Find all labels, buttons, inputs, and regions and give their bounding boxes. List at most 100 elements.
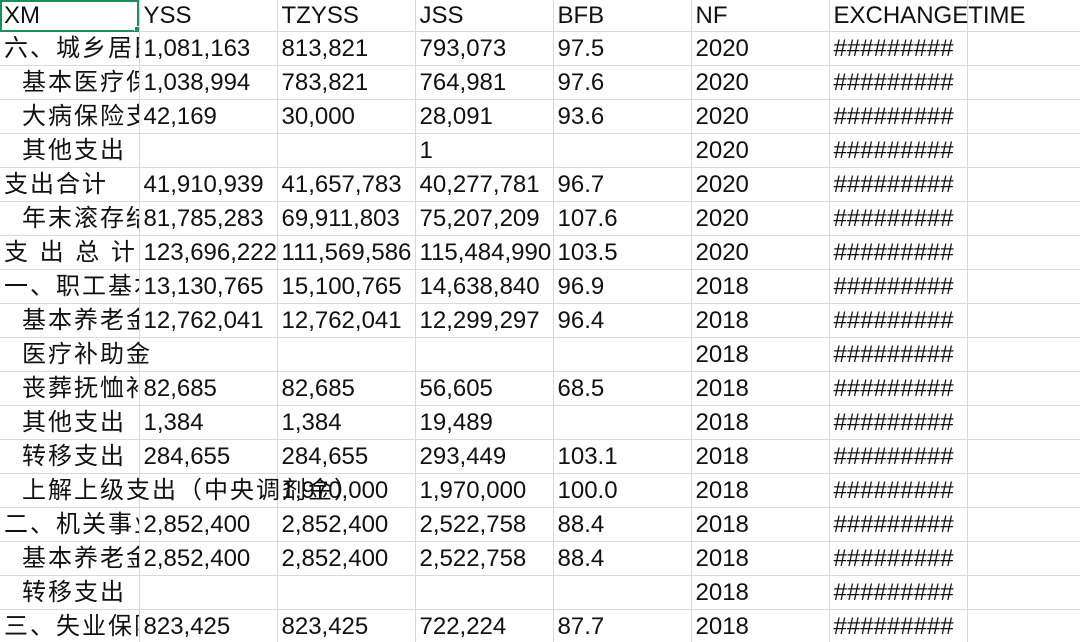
cell-bfb[interactable]: 88.4 (553, 541, 692, 576)
cell-bfb[interactable]: 88.4 (553, 507, 692, 542)
cell-tzyss[interactable]: 2,852,400 (277, 541, 416, 576)
cell-nf[interactable]: 2020 (691, 235, 830, 270)
cell-tzyss[interactable]: 1,384 (277, 405, 416, 440)
cell-xm[interactable]: 支出合计 (0, 167, 140, 202)
empty-cell[interactable] (967, 167, 1080, 202)
cell-xm[interactable]: 转移支出 (0, 575, 140, 610)
empty-cell[interactable] (967, 439, 1080, 474)
cell-bfb[interactable]: 97.5 (553, 31, 692, 66)
cell-tzyss[interactable] (277, 337, 416, 372)
empty-cell[interactable] (967, 201, 1080, 236)
cell-bfb[interactable] (553, 405, 692, 440)
column-header-xm[interactable]: XM (0, 0, 140, 32)
cell-nf[interactable]: 2018 (691, 473, 830, 508)
cell-nf[interactable]: 2018 (691, 405, 830, 440)
cell-jss[interactable]: 75,207,209 (415, 201, 554, 236)
cell-jss[interactable]: 722,224 (415, 609, 554, 642)
cell-exchangetime[interactable]: ######### (829, 269, 968, 304)
fill-handle[interactable] (133, 26, 138, 31)
cell-yss[interactable] (139, 133, 278, 168)
empty-cell[interactable] (967, 337, 1080, 372)
cell-yss[interactable]: 42,169 (139, 99, 278, 134)
column-header-bfb[interactable]: BFB (553, 0, 692, 32)
cell-jss[interactable]: 2,522,758 (415, 507, 554, 542)
cell-exchangetime[interactable]: ######### (829, 473, 968, 508)
cell-nf[interactable]: 2018 (691, 303, 830, 338)
cell-tzyss[interactable]: 30,000 (277, 99, 416, 134)
cell-exchangetime[interactable]: ######### (829, 609, 968, 642)
column-header-jss[interactable]: JSS (415, 0, 554, 32)
cell-xm[interactable]: 年末滚存结余 (0, 201, 140, 236)
cell-nf[interactable]: 2020 (691, 201, 830, 236)
cell-tzyss[interactable]: 69,911,803 (277, 201, 416, 236)
cell-tzyss[interactable] (277, 575, 416, 610)
cell-yss[interactable]: 1,038,994 (139, 65, 278, 100)
cell-bfb[interactable] (553, 337, 692, 372)
cell-exchangetime[interactable]: ######### (829, 235, 968, 270)
empty-cell[interactable] (967, 609, 1080, 642)
cell-tzyss[interactable]: 813,821 (277, 31, 416, 66)
cell-nf[interactable]: 2018 (691, 269, 830, 304)
cell-nf[interactable]: 2018 (691, 575, 830, 610)
cell-yss[interactable]: 81,785,283 (139, 201, 278, 236)
cell-xm[interactable]: 其他支出 (0, 405, 140, 440)
cell-nf[interactable]: 2018 (691, 337, 830, 372)
cell-jss[interactable]: 19,489 (415, 405, 554, 440)
cell-jss[interactable]: 1,970,000 (415, 473, 554, 508)
cell-nf[interactable]: 2018 (691, 541, 830, 576)
column-header-tzyss[interactable]: TZYSS (277, 0, 416, 32)
cell-xm[interactable]: 支 出 总 计 (0, 235, 140, 270)
cell-exchangetime[interactable]: ######### (829, 575, 968, 610)
cell-bfb[interactable]: 96.9 (553, 269, 692, 304)
cell-jss[interactable]: 793,073 (415, 31, 554, 66)
empty-cell[interactable] (967, 31, 1080, 66)
cell-jss[interactable]: 28,091 (415, 99, 554, 134)
cell-bfb[interactable]: 107.6 (553, 201, 692, 236)
cell-nf[interactable]: 2020 (691, 99, 830, 134)
cell-yss[interactable]: 823,425 (139, 609, 278, 642)
empty-cell[interactable] (967, 99, 1080, 134)
cell-bfb[interactable]: 97.6 (553, 65, 692, 100)
cell-tzyss[interactable]: 783,821 (277, 65, 416, 100)
cell-jss[interactable]: 1 (415, 133, 554, 168)
cell-exchangetime[interactable]: ######### (829, 133, 968, 168)
empty-cell[interactable] (967, 371, 1080, 406)
cell-tzyss[interactable]: 82,685 (277, 371, 416, 406)
cell-nf[interactable]: 2020 (691, 65, 830, 100)
cell-exchangetime[interactable]: ######### (829, 31, 968, 66)
cell-yss[interactable]: 2,852,400 (139, 541, 278, 576)
cell-nf[interactable]: 2018 (691, 609, 830, 642)
cell-yss[interactable]: 284,655 (139, 439, 278, 474)
cell-bfb[interactable]: 96.4 (553, 303, 692, 338)
empty-cell[interactable] (967, 269, 1080, 304)
cell-xm[interactable]: 其他支出 (0, 133, 140, 168)
cell-xm[interactable]: 转移支出 (0, 439, 140, 474)
cell-tzyss[interactable]: 41,657,783 (277, 167, 416, 202)
cell-exchangetime[interactable]: ######### (829, 405, 968, 440)
cell-jss[interactable]: 14,638,840 (415, 269, 554, 304)
empty-cell[interactable] (967, 235, 1080, 270)
cell-tzyss[interactable]: 111,569,586 (277, 235, 416, 270)
empty-cell[interactable] (967, 65, 1080, 100)
cell-nf[interactable]: 2020 (691, 133, 830, 168)
cell-xm[interactable]: 基本医疗保险待遇支出 (0, 65, 140, 100)
cell-exchangetime[interactable]: ######### (829, 201, 968, 236)
column-header-nf[interactable]: NF (691, 0, 830, 32)
cell-bfb[interactable]: 100.0 (553, 473, 692, 508)
empty-cell[interactable] (967, 575, 1080, 610)
cell-jss[interactable] (415, 575, 554, 610)
cell-yss[interactable]: 1,081,163 (139, 31, 278, 66)
cell-jss[interactable]: 115,484,990 (415, 235, 554, 270)
cell-exchangetime[interactable]: ######### (829, 439, 968, 474)
column-header-yss[interactable]: YSS (139, 0, 278, 32)
cell-nf[interactable]: 2018 (691, 507, 830, 542)
cell-jss[interactable]: 764,981 (415, 65, 554, 100)
cell-yss[interactable]: 2,852,400 (139, 507, 278, 542)
cell-bfb[interactable] (553, 575, 692, 610)
cell-nf[interactable]: 2018 (691, 439, 830, 474)
cell-tzyss[interactable]: 284,655 (277, 439, 416, 474)
cell-tzyss[interactable]: 2,852,400 (277, 507, 416, 542)
cell-yss[interactable]: 13,130,765 (139, 269, 278, 304)
cell-yss[interactable] (139, 575, 278, 610)
cell-tzyss[interactable] (277, 133, 416, 168)
